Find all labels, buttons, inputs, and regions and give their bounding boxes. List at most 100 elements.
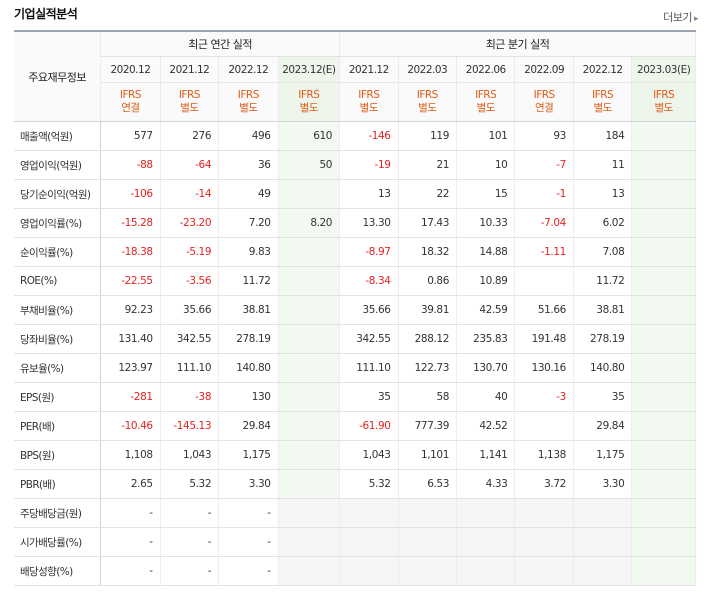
value-cell: 8.20 bbox=[278, 208, 341, 238]
section-title: 기업실적분석 bbox=[14, 7, 78, 21]
value-cell: 2.65 bbox=[100, 469, 161, 499]
value-cell bbox=[631, 353, 696, 383]
value-cell: 1,141 bbox=[456, 440, 516, 470]
value-cell: -146 bbox=[339, 121, 399, 151]
value-cell: -1.11 bbox=[514, 237, 574, 267]
value-cell bbox=[514, 556, 574, 586]
value-cell: 39.81 bbox=[398, 295, 458, 325]
value-cell: 93 bbox=[514, 121, 574, 151]
table-row: 영업이익(억원) -88 -64 36 50 -19 21 10 -7 11 bbox=[14, 150, 696, 180]
table-row: 배당성향(%) - - - bbox=[14, 556, 696, 586]
value-cell bbox=[278, 266, 341, 296]
row-label: 시가배당률(%) bbox=[14, 527, 102, 557]
value-cell: -3.56 bbox=[160, 266, 220, 296]
value-cell bbox=[631, 237, 696, 267]
value-cell: 3.30 bbox=[218, 469, 279, 499]
ifrs-label: IFRS bbox=[653, 89, 675, 101]
ifrs-label: IFRS bbox=[178, 89, 201, 101]
value-cell bbox=[278, 556, 341, 586]
value-cell: 40 bbox=[456, 382, 516, 412]
value-cell: 1,175 bbox=[573, 440, 633, 470]
period-header: 2022.09 bbox=[514, 56, 574, 83]
value-cell: 5.32 bbox=[339, 469, 399, 499]
value-cell bbox=[278, 469, 341, 499]
value-cell: 22 bbox=[398, 179, 458, 209]
corner-label: 주요재무정보 bbox=[14, 31, 102, 122]
value-cell: -10.46 bbox=[100, 411, 161, 441]
value-cell bbox=[278, 237, 341, 267]
value-cell bbox=[514, 527, 574, 557]
value-cell bbox=[278, 353, 341, 383]
value-cell: - bbox=[218, 556, 279, 586]
value-cell: -61.90 bbox=[339, 411, 399, 441]
row-label: PBR(배) bbox=[14, 469, 102, 499]
value-cell bbox=[573, 498, 633, 528]
more-link[interactable]: 더보기 ▸ bbox=[663, 9, 698, 25]
value-cell: -23.20 bbox=[160, 208, 220, 238]
value-cell: - bbox=[100, 556, 161, 586]
value-cell: 17.43 bbox=[398, 208, 458, 238]
value-cell: -19 bbox=[339, 150, 399, 180]
table-row: 당좌비율(%) 131.40 342.55 278.19 342.55 288.12 235… bbox=[14, 324, 696, 354]
value-cell: 51.66 bbox=[514, 295, 574, 325]
value-cell: 1,043 bbox=[160, 440, 220, 470]
value-cell: - bbox=[160, 527, 220, 557]
table-row: PBR(배) 2.65 5.32 3.30 5.32 6.53 4.33 3.72 3.30 bbox=[14, 469, 696, 499]
period-header: 2023.03(E) bbox=[631, 56, 696, 83]
value-cell bbox=[514, 498, 574, 528]
value-cell: 0.86 bbox=[398, 266, 458, 296]
row-label: 유보율(%) bbox=[14, 353, 102, 383]
period-header: 2022.12 bbox=[573, 56, 633, 83]
value-cell bbox=[278, 179, 341, 209]
table-row: BPS(원) 1,108 1,043 1,175 1,043 1,101 1,141 1,13… bbox=[14, 440, 696, 470]
consolidation-label: 별도 bbox=[180, 102, 199, 114]
value-cell: 278.19 bbox=[218, 324, 279, 354]
ifrs-basis: IFRS 별도 bbox=[456, 82, 516, 122]
value-cell: 288.12 bbox=[398, 324, 458, 354]
value-cell: 577 bbox=[100, 121, 161, 151]
value-cell bbox=[631, 411, 696, 441]
value-cell: 7.20 bbox=[218, 208, 279, 238]
value-cell bbox=[631, 295, 696, 325]
value-cell: 184 bbox=[573, 121, 633, 151]
value-cell: - bbox=[218, 527, 279, 557]
ifrs-basis: IFRS 별도 bbox=[278, 82, 341, 122]
consolidation-label: 연결 bbox=[121, 102, 140, 114]
value-cell: 29.84 bbox=[218, 411, 279, 441]
value-cell: 11.72 bbox=[573, 266, 633, 296]
value-cell bbox=[514, 411, 574, 441]
table-row: 순이익률(%) -18.38 -5.19 9.83 -8.97 18.32 14.88 -1.… bbox=[14, 237, 696, 267]
ifrs-basis: IFRS 연결 bbox=[514, 82, 574, 122]
row-label: 부채비율(%) bbox=[14, 295, 102, 325]
value-cell: 3.72 bbox=[514, 469, 574, 499]
table-row: 부채비율(%) 92.23 35.66 38.81 35.66 39.81 42.59 51.… bbox=[14, 295, 696, 325]
value-cell: 496 bbox=[218, 121, 279, 151]
consolidation-label: 별도 bbox=[239, 102, 258, 114]
table-row: 시가배당률(%) - - - bbox=[14, 527, 696, 557]
period-header: 2022.12 bbox=[218, 56, 279, 83]
value-cell: 1,138 bbox=[514, 440, 574, 470]
ifrs-label: IFRS bbox=[416, 89, 439, 101]
value-cell: - bbox=[100, 498, 161, 528]
value-cell bbox=[456, 527, 516, 557]
table-row: EPS(원) -281 -38 130 35 58 40 -3 35 bbox=[14, 382, 696, 412]
value-cell: 35 bbox=[573, 382, 633, 412]
value-cell bbox=[456, 556, 516, 586]
value-cell bbox=[631, 266, 696, 296]
consolidation-label: 별도 bbox=[359, 102, 379, 114]
row-label: 순이익률(%) bbox=[14, 237, 102, 267]
value-cell bbox=[398, 556, 458, 586]
value-cell: 35.66 bbox=[339, 295, 399, 325]
value-cell: 131.40 bbox=[100, 324, 161, 354]
value-cell: 38.81 bbox=[573, 295, 633, 325]
value-cell: 101 bbox=[456, 121, 516, 151]
value-cell: 122.73 bbox=[398, 353, 458, 383]
value-cell bbox=[514, 266, 574, 296]
value-cell: -7.04 bbox=[514, 208, 574, 238]
ifrs-basis: IFRS 별도 bbox=[339, 82, 399, 122]
value-cell: 130.70 bbox=[456, 353, 516, 383]
value-cell: 29.84 bbox=[573, 411, 633, 441]
value-cell: 1,108 bbox=[100, 440, 161, 470]
value-cell bbox=[278, 382, 341, 412]
value-cell: 1,175 bbox=[218, 440, 279, 470]
